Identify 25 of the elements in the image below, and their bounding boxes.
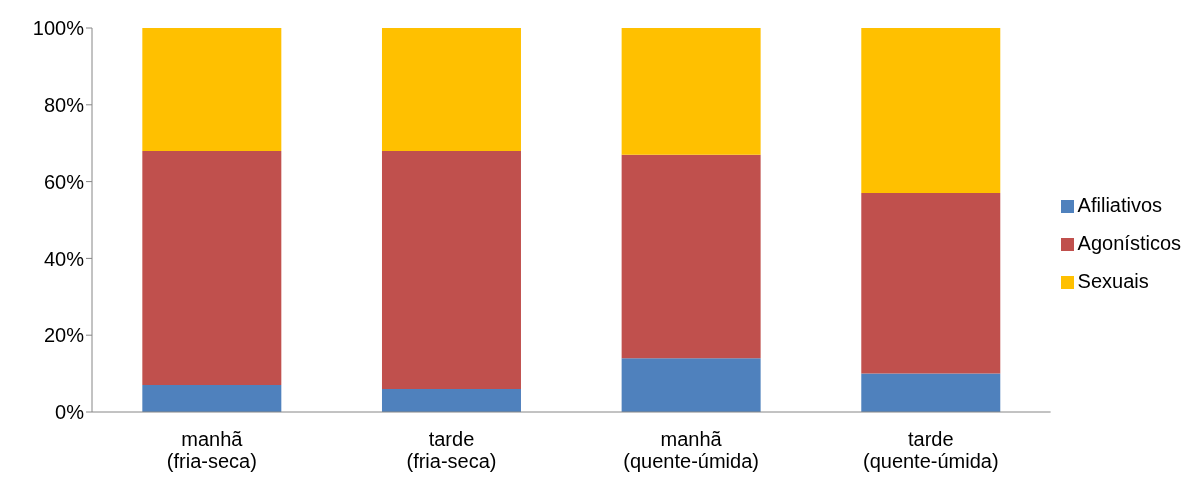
bar (142, 385, 282, 412)
y-tick-label: 100% (32, 17, 85, 40)
y-tick-label: 0% (55, 401, 85, 424)
y-tick-label: 20% (43, 324, 85, 347)
bar (381, 150, 521, 389)
x-tick-label: tarde (quente-úmida) (862, 428, 999, 472)
y-tick-label: 80% (43, 93, 85, 116)
bar (142, 150, 282, 386)
legend-label: Agonísticos (1077, 232, 1181, 254)
bar (621, 154, 761, 359)
bar (621, 358, 761, 412)
bar (861, 193, 1001, 374)
x-tick-label: manhã (fria-seca) (166, 428, 257, 472)
bar (861, 28, 1001, 194)
y-tick-label: 60% (43, 170, 85, 193)
bar (142, 28, 282, 151)
legend-label: Afiliativos (1077, 194, 1163, 216)
x-tick-label: manhã (quente-úmida) (623, 428, 759, 472)
bar (621, 28, 761, 155)
legend-label: Sexuais (1077, 270, 1149, 292)
bar (381, 388, 521, 412)
bar (861, 373, 1001, 412)
x-tick-label: tarde (fria-seca) (406, 428, 497, 472)
y-tick-label: 40% (43, 247, 85, 270)
bar (381, 28, 521, 151)
